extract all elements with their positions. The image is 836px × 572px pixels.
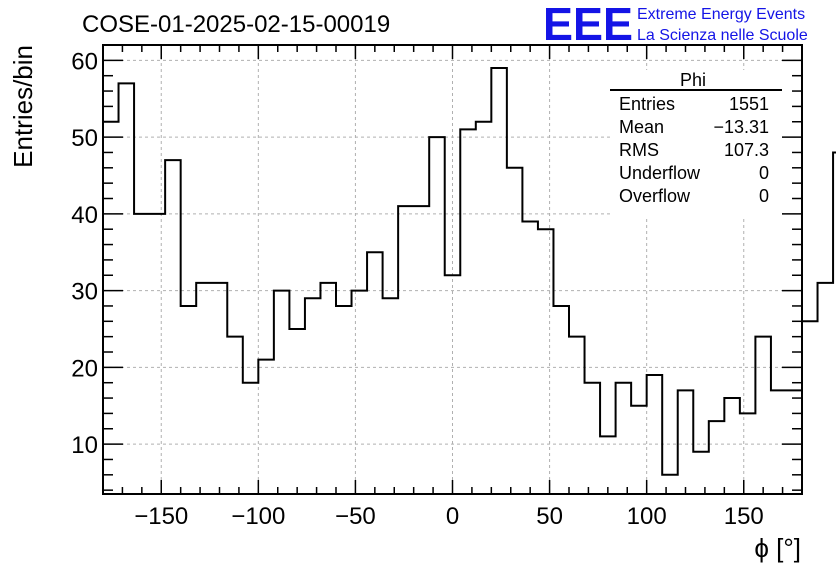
y-tick-labels: 10 20 30 40 50 60 bbox=[71, 48, 98, 459]
y-tick-label: 60 bbox=[71, 48, 98, 75]
stat-label-underflow: Underflow bbox=[619, 163, 701, 183]
x-tick-label: 100 bbox=[627, 503, 667, 530]
x-axis-label: ϕ [°] bbox=[754, 533, 801, 563]
y-axis-label: Entries/bin bbox=[8, 45, 38, 168]
y-tick-label: 40 bbox=[71, 202, 98, 229]
x-tick-label: 50 bbox=[536, 503, 563, 530]
stats-box-background bbox=[610, 70, 782, 218]
x-tick-label: 150 bbox=[724, 503, 764, 530]
stat-label-rms: RMS bbox=[619, 140, 659, 160]
y-tick-label: 10 bbox=[71, 432, 98, 459]
stat-label-overflow: Overflow bbox=[619, 186, 691, 206]
x-tick-label: −150 bbox=[134, 503, 188, 530]
logo-line-1: Extreme Energy Events bbox=[637, 6, 805, 23]
stat-value-underflow: 0 bbox=[759, 163, 769, 183]
stat-value-rms: 107.3 bbox=[724, 140, 769, 160]
stat-label-entries: Entries bbox=[619, 94, 675, 114]
logo-line-2: La Scienza nelle Scuole bbox=[637, 27, 808, 44]
x-tick-label: −100 bbox=[231, 503, 285, 530]
histogram-series-phi bbox=[103, 67, 836, 476]
axis-ticks bbox=[103, 44, 802, 494]
y-tick-label: 30 bbox=[71, 279, 98, 306]
x-tick-label: −50 bbox=[335, 503, 376, 530]
eee-logo: EEE bbox=[543, 0, 633, 50]
y-tick-label: 50 bbox=[71, 125, 98, 152]
stats-title: Phi bbox=[680, 70, 706, 90]
stat-value-overflow: 0 bbox=[759, 186, 769, 206]
y-tick-label: 20 bbox=[71, 355, 98, 382]
stats-box: Phi Entries 1551 Mean −13.31 RMS 107.3 U… bbox=[610, 70, 782, 218]
x-tick-labels: −150 −100 −50 0 50 100 150 bbox=[134, 503, 764, 530]
stat-value-entries: 1551 bbox=[729, 94, 769, 114]
stat-value-mean: −13.31 bbox=[713, 117, 769, 137]
stat-label-mean: Mean bbox=[619, 117, 664, 137]
run-title: COSE-01-2025-02-15-00019 bbox=[82, 11, 390, 38]
x-tick-label: 0 bbox=[446, 503, 459, 530]
